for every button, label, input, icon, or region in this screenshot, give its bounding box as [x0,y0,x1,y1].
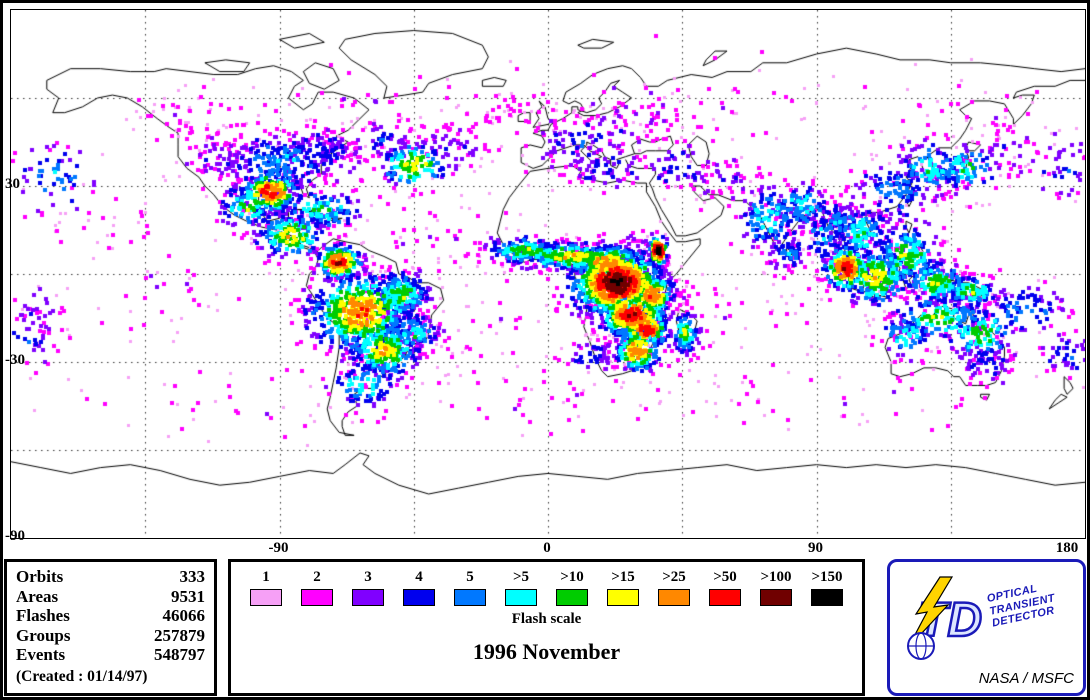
legend-entry-gt25: >25 [650,569,698,606]
legend-swatch [607,589,639,606]
stat-label: Areas [16,586,59,606]
legend-entry-gt5: >5 [497,569,545,606]
legend-label: 1 [262,569,270,585]
lat-tick-label: -30 [5,352,25,368]
stat-value: 257879 [154,625,205,645]
lon-tick-label: -90 [268,540,289,556]
legend-label: 4 [415,569,423,585]
lat-tick-label: 30 [5,176,20,192]
flash-scale-label: Flash scale [511,611,582,627]
legend-label: 3 [364,569,372,585]
stat-label: Flashes [16,606,70,625]
map-title: 1996 November [472,639,621,664]
legend-label: >25 [662,569,686,585]
legend-entry-5: 5 [446,569,494,606]
created-date: (Created : 01/14/97) [16,667,148,685]
stat-label: Events [16,645,66,664]
legend-entry-gt10: >10 [548,569,596,606]
legend-entry-1: 1 [242,569,290,606]
legend-entry-gt150: >150 [803,569,851,606]
legend-label: 2 [313,569,321,585]
stat-value: 46066 [162,606,206,625]
world-map-panel: 30 -30 -90 -90 0 90 180 [3,3,1087,556]
stats-row-areas: Areas 9531 [16,587,205,607]
legend-label: >15 [611,569,635,585]
legend-label: >10 [560,569,584,585]
stats-row-orbits: Orbits 333 [16,567,205,587]
legend-swatch [301,589,333,606]
legend-label: >100 [760,569,792,585]
stats-rows: Orbits 333 Areas 9531 Flashes 46066 Groups 2578… [16,567,205,665]
world-map-canvas [10,9,1086,539]
legend-swatch [505,589,537,606]
stats-row-flashes: Flashes 46066 [16,606,205,626]
otd-logo-box: TD OPTICAL TRANSIENT DETECTOR NASA / MSF… [887,559,1086,696]
legend-swatch [556,589,588,606]
legend-entry-gt15: >15 [599,569,647,606]
legend-entry-3: 3 [344,569,392,606]
stat-value: 333 [179,567,206,586]
legend-swatch [658,589,690,606]
stats-row-events: Events 548797 [16,645,205,665]
legend-entry-gt50: >50 [701,569,749,606]
stats-row-groups: Groups 257879 [16,626,205,646]
legend-swatch [352,589,384,606]
legend-label: >50 [713,569,737,585]
stat-value: 9531 [171,586,205,606]
stat-value: 548797 [154,645,205,664]
legend-swatch [760,589,792,606]
legend-swatch [709,589,741,606]
legend-entry-gt100: >100 [752,569,800,606]
legend-label: 5 [466,569,474,585]
otd-logo-text: OPTICAL TRANSIENT DETECTOR [986,579,1059,630]
stat-label: Orbits [16,567,64,586]
lat-tick-label: -90 [5,528,25,544]
lon-tick-label: 0 [543,540,551,556]
legend-entry-2: 2 [293,569,341,606]
otd-logo-icon: TD [907,576,983,660]
lon-tick-label: 180 [1055,540,1079,556]
lon-tick-label: 90 [808,540,823,556]
lightning-bolt-icon [907,576,954,649]
flash-scale-legend: 1 2 3 4 5 >5 >10 >15 >25 >50 >100 >150 [231,569,862,606]
legend-label: >5 [512,569,530,585]
legend-swatch [811,589,843,606]
legend-swatch [454,589,486,606]
legend-entry-4: 4 [395,569,443,606]
legend-swatch [250,589,282,606]
bottom-strip: Orbits 333 Areas 9531 Flashes 46066 Groups 2578… [3,555,1087,697]
stats-box: Orbits 333 Areas 9531 Flashes 46066 Groups 2578… [4,559,217,696]
stat-label: Groups [16,625,71,645]
legend-swatch [403,589,435,606]
legend-label: >150 [811,569,843,585]
nasa-msfc-credit: NASA / MSFC [978,670,1074,687]
legend-box: 1 2 3 4 5 >5 >10 >15 >25 >50 >100 >150 Flash scale … [228,559,865,696]
